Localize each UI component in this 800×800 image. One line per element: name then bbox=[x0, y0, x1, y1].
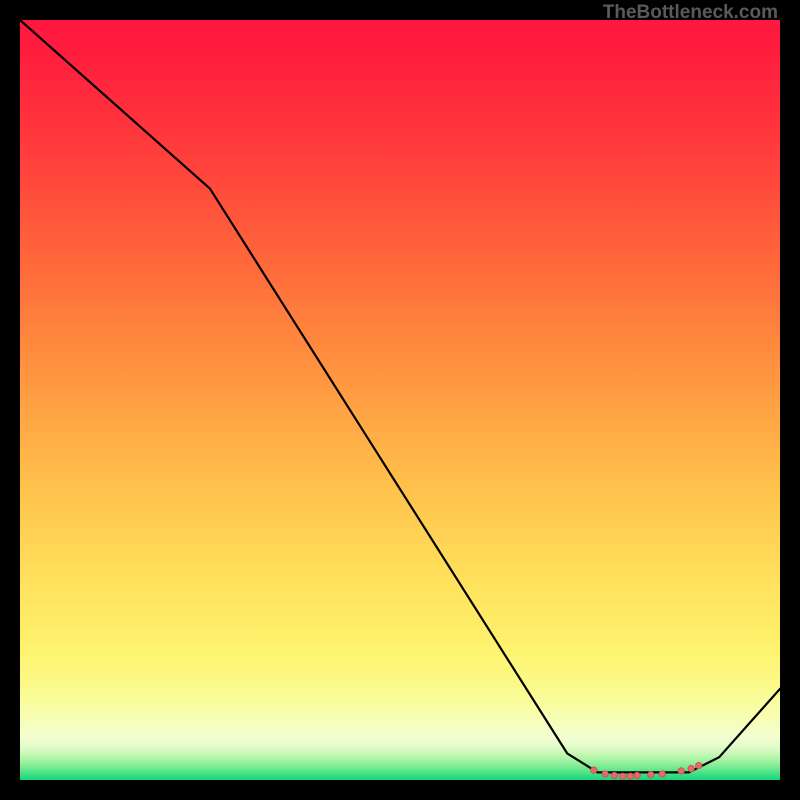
data-marker bbox=[591, 767, 597, 773]
data-marker bbox=[688, 765, 694, 771]
data-marker bbox=[659, 771, 665, 777]
data-marker bbox=[602, 771, 608, 777]
data-markers bbox=[591, 762, 702, 779]
data-marker bbox=[695, 762, 701, 768]
data-marker bbox=[678, 768, 684, 774]
data-marker bbox=[627, 773, 633, 779]
data-line bbox=[20, 20, 780, 772]
data-marker bbox=[648, 771, 654, 777]
data-marker bbox=[611, 772, 617, 778]
data-marker bbox=[619, 773, 625, 779]
chart-container: TheBottleneck.com bbox=[0, 0, 800, 800]
data-marker bbox=[634, 772, 640, 778]
attribution-text: TheBottleneck.com bbox=[603, 2, 778, 24]
plot-area bbox=[20, 20, 780, 780]
line-layer bbox=[20, 20, 780, 780]
